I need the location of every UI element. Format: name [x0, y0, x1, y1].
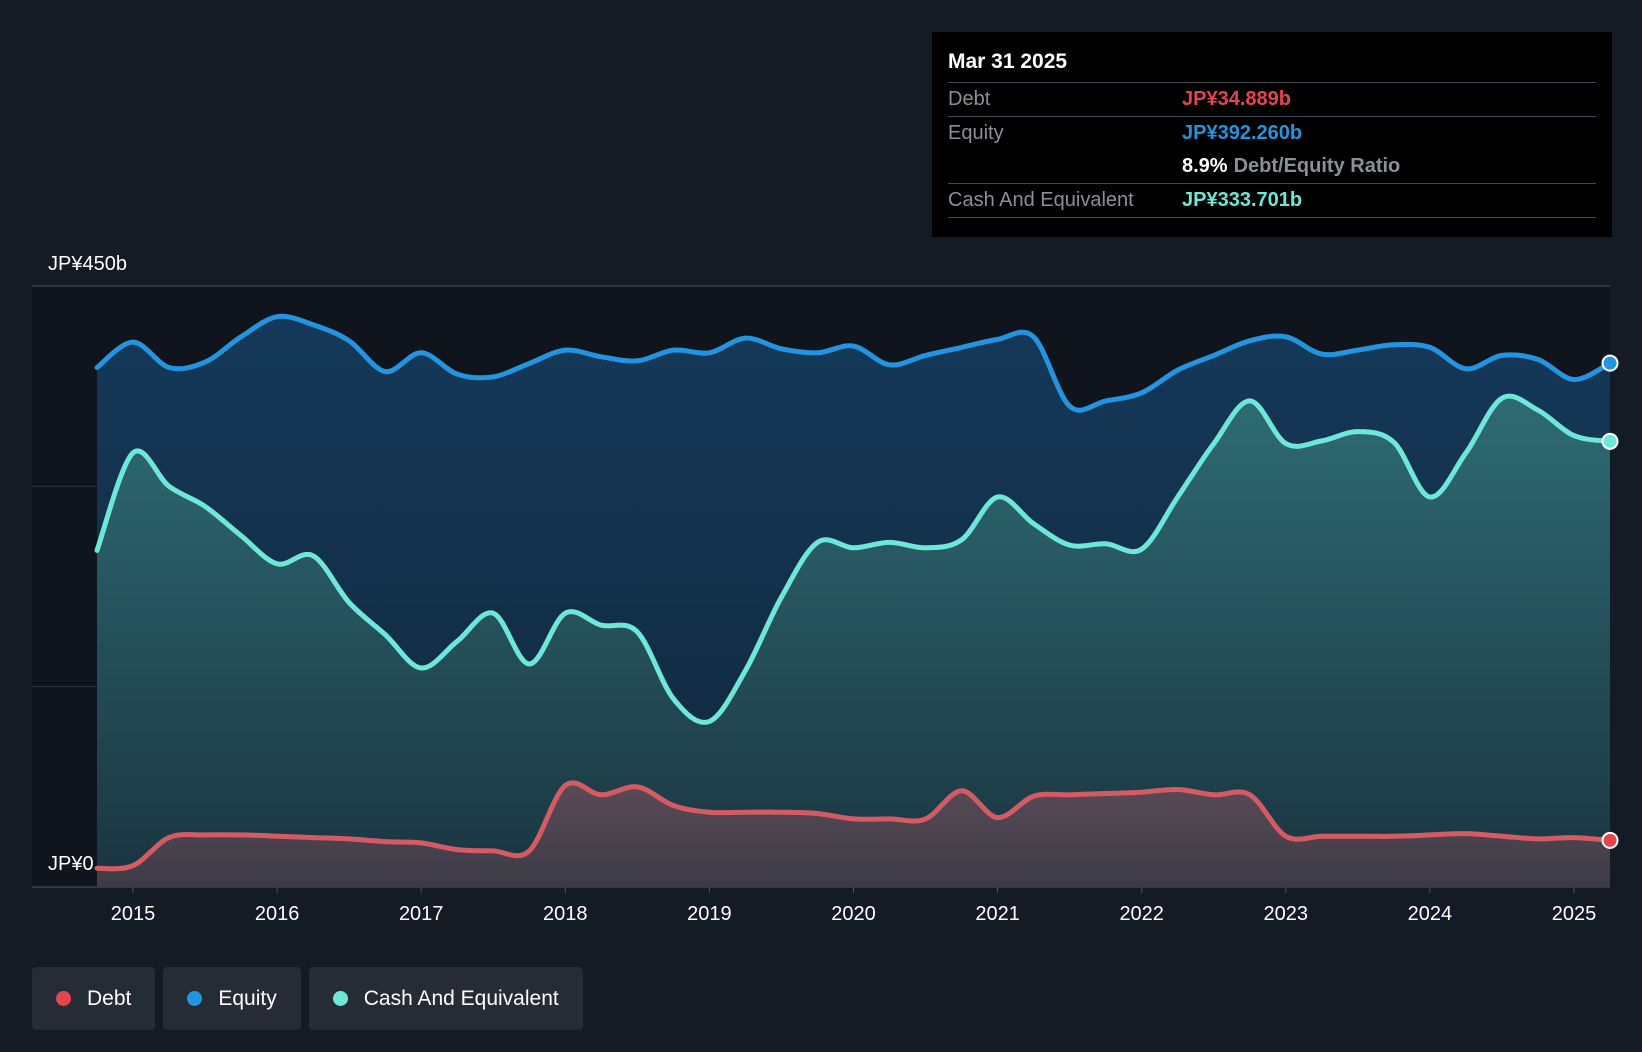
y-tick-label-bottom: JP¥0 — [48, 853, 94, 875]
equity-line — [94, 313, 1613, 413]
x-tick-label-2017: 2017 — [399, 903, 444, 925]
legend-equity-label: Equity — [218, 986, 277, 1010]
legend-debt-label: Debt — [87, 986, 132, 1010]
x-tick-label-2023: 2023 — [1264, 903, 1309, 925]
tooltip-ratio-spacer — [948, 150, 1182, 183]
legend: Debt Equity Cash And Equivalent — [32, 967, 583, 1030]
tooltip-panel: Mar 31 2025 Debt JP¥34.889b Equity JP¥39… — [932, 32, 1612, 237]
tooltip-date: Mar 31 2025 — [948, 46, 1596, 83]
tooltip-ratio-value: 8.9% — [1182, 155, 1228, 177]
tooltip-ratio: 8.9% Debt/Equity Ratio — [1182, 150, 1400, 183]
tooltip-equity-label: Equity — [948, 122, 1004, 144]
debt-dot-icon — [56, 991, 71, 1006]
tooltip-debt-value: JP¥34.889b — [1182, 88, 1291, 110]
cash-dot-icon — [332, 991, 348, 1006]
tooltip-ratio-label: Debt/Equity Ratio — [1233, 155, 1401, 177]
debt-line — [94, 780, 1613, 872]
x-axis-ticks: 2015 2016 2017 2018 2019 2020 2021 2022 2023 2024… — [111, 887, 1597, 925]
tooltip-row-cash: Cash And Equivalent JP¥333.701b — [948, 184, 1596, 218]
x-tick-label-2021: 2021 — [975, 903, 1020, 925]
equity-end-point — [1601, 354, 1619, 372]
x-tick-label-2015: 2015 — [111, 903, 156, 925]
legend-item-equity[interactable]: Equity — [163, 967, 301, 1030]
debt-area — [97, 782, 1610, 887]
cash-and-equivalent-area — [97, 396, 1610, 887]
tooltip-debt-label: Debt — [948, 88, 991, 110]
tooltip-row-ratio: 8.9% Debt/Equity Ratio — [948, 150, 1596, 184]
tooltip-cash-value: JP¥333.701b — [1182, 189, 1303, 211]
legend-item-debt[interactable]: Debt — [32, 967, 156, 1030]
cash-and-equivalent-end-point — [1601, 432, 1619, 450]
x-tick-label-2018: 2018 — [543, 903, 588, 925]
series-areas — [97, 316, 1610, 888]
x-tick-label-2019: 2019 — [687, 903, 732, 925]
tooltip-row-equity: Equity JP¥392.260b — [948, 117, 1596, 150]
debt-end-point — [1601, 831, 1619, 849]
equity-dot-icon — [187, 991, 203, 1006]
x-tick-label-2020: 2020 — [831, 903, 876, 925]
tooltip-row-debt: Debt JP¥34.889b — [948, 83, 1596, 117]
series-lines — [94, 313, 1613, 872]
x-tick-label-2022: 2022 — [1119, 903, 1164, 925]
x-tick-label-2025: 2025 — [1552, 903, 1597, 925]
x-tick-label-2016: 2016 — [255, 903, 300, 925]
tooltip-cash-label: Cash And Equivalent — [948, 189, 1134, 211]
tooltip-equity-value: JP¥392.260b — [1182, 122, 1303, 144]
legend-item-cash[interactable]: Cash And Equivalent — [308, 967, 583, 1030]
y-tick-label-top: JP¥450b — [48, 253, 127, 275]
legend-cash-label: Cash And Equivalent — [363, 986, 559, 1010]
cash-and-equivalent-line — [94, 393, 1613, 725]
series-end-markers — [1601, 354, 1619, 849]
x-tick-label-2024: 2024 — [1408, 903, 1453, 925]
